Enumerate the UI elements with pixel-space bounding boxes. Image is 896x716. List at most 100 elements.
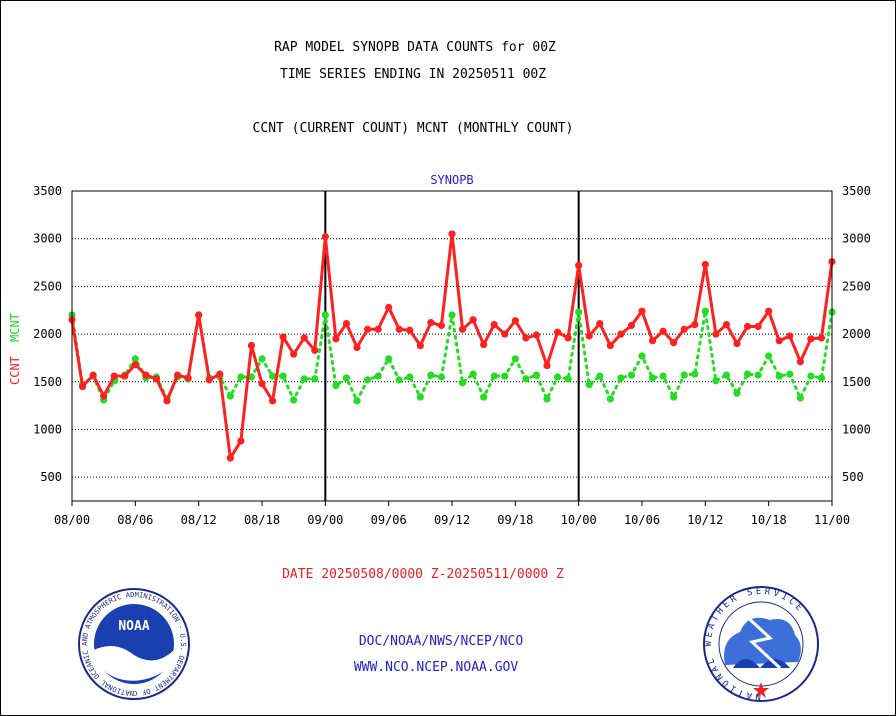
data-point	[100, 392, 108, 400]
data-point	[585, 381, 593, 389]
x-tick-label: 10/06	[624, 513, 660, 527]
data-point	[311, 346, 319, 354]
data-point	[131, 355, 139, 363]
data-point	[786, 332, 794, 340]
data-point	[775, 372, 783, 380]
data-point	[406, 326, 414, 334]
data-point	[575, 308, 583, 316]
data-point	[575, 261, 583, 269]
data-point	[321, 311, 329, 319]
data-point	[564, 375, 572, 383]
data-point	[553, 373, 562, 381]
x-tick-label: 08/06	[117, 513, 153, 527]
data-point	[627, 371, 636, 379]
data-point	[268, 372, 277, 380]
x-tick-label: 08/18	[244, 513, 280, 527]
data-point	[363, 325, 372, 333]
data-point	[395, 376, 403, 384]
data-point	[511, 317, 519, 325]
plot-frame	[71, 190, 833, 502]
data-point	[817, 334, 826, 342]
x-tick-label: 09/12	[434, 513, 470, 527]
data-point	[691, 370, 699, 378]
data-point	[532, 371, 541, 379]
data-point	[553, 328, 562, 336]
data-point	[733, 389, 741, 397]
data-point	[448, 311, 456, 319]
x-tick-label: 10/00	[561, 513, 597, 527]
data-point	[596, 319, 604, 328]
data-point	[268, 397, 277, 405]
data-point	[416, 341, 424, 350]
data-point	[437, 321, 446, 330]
data-point	[437, 373, 446, 381]
data-point	[765, 307, 773, 315]
data-point	[110, 372, 118, 380]
data-point	[543, 395, 551, 403]
data-point	[121, 372, 129, 380]
y-tick-label-left: 500	[40, 470, 62, 484]
data-point	[195, 311, 203, 319]
data-point	[142, 371, 150, 379]
x-axis-ticks: 08/00 08/06 08/12 08/18 09/00 09/06 09/12 09/18…	[54, 501, 850, 527]
data-point	[701, 307, 709, 315]
data-point	[226, 392, 234, 400]
data-point	[712, 330, 720, 338]
data-point	[775, 337, 783, 345]
data-point	[163, 397, 171, 405]
data-point	[511, 355, 519, 363]
data-point	[743, 322, 752, 331]
chart-title: SYNOPB	[430, 173, 473, 187]
data-point	[796, 358, 804, 366]
data-point	[743, 370, 752, 378]
data-point	[490, 320, 498, 329]
data-point	[311, 375, 319, 383]
data-point	[701, 260, 709, 269]
website-link[interactable]: WWW.NCO.NCEP.NOAA.GOV	[354, 660, 519, 675]
y-tick-label-right: 1500	[842, 375, 871, 389]
data-point	[817, 374, 826, 382]
x-tick-label: 10/12	[687, 513, 723, 527]
data-point	[321, 233, 329, 241]
series-ccnt	[68, 230, 836, 462]
y-tick-label-right: 2500	[842, 279, 871, 293]
y-axis-ticks: 500 500 1000 1000 1500 1500 2000 2000 2500 2500 30…	[33, 184, 871, 484]
data-point	[279, 372, 287, 380]
data-point	[247, 341, 256, 350]
data-point	[501, 372, 509, 380]
data-point	[89, 371, 97, 379]
series-layer	[68, 230, 836, 462]
data-point	[480, 340, 488, 349]
data-point	[290, 396, 298, 404]
data-point	[237, 373, 245, 381]
data-point	[258, 380, 266, 388]
y-tick-label-right: 3000	[842, 232, 871, 246]
data-point	[606, 341, 614, 350]
data-point	[216, 370, 224, 378]
data-point	[332, 381, 340, 390]
x-tick-label: 08/12	[181, 513, 217, 527]
data-point	[606, 395, 614, 403]
data-point	[353, 397, 361, 405]
data-point	[395, 325, 403, 333]
y-tick-label-left: 3000	[33, 232, 62, 246]
y-tick-label-right: 500	[842, 470, 864, 484]
y-tick-label-right: 2000	[842, 327, 871, 341]
data-point	[585, 332, 593, 340]
date-range: DATE 20250508/0000 Z-20250511/0000 Z	[282, 567, 564, 582]
data-point	[670, 339, 678, 347]
data-point	[300, 375, 308, 383]
grid-lines	[72, 238, 832, 478]
data-point	[722, 371, 731, 379]
data-point	[152, 375, 161, 383]
data-point	[564, 334, 572, 342]
data-point	[205, 376, 213, 384]
data-point	[78, 382, 87, 391]
data-point	[353, 343, 361, 352]
data-point	[385, 303, 393, 311]
data-point	[406, 373, 414, 381]
y-tick-label-left: 2000	[33, 327, 62, 341]
data-point	[754, 322, 762, 331]
data-point	[427, 371, 435, 379]
